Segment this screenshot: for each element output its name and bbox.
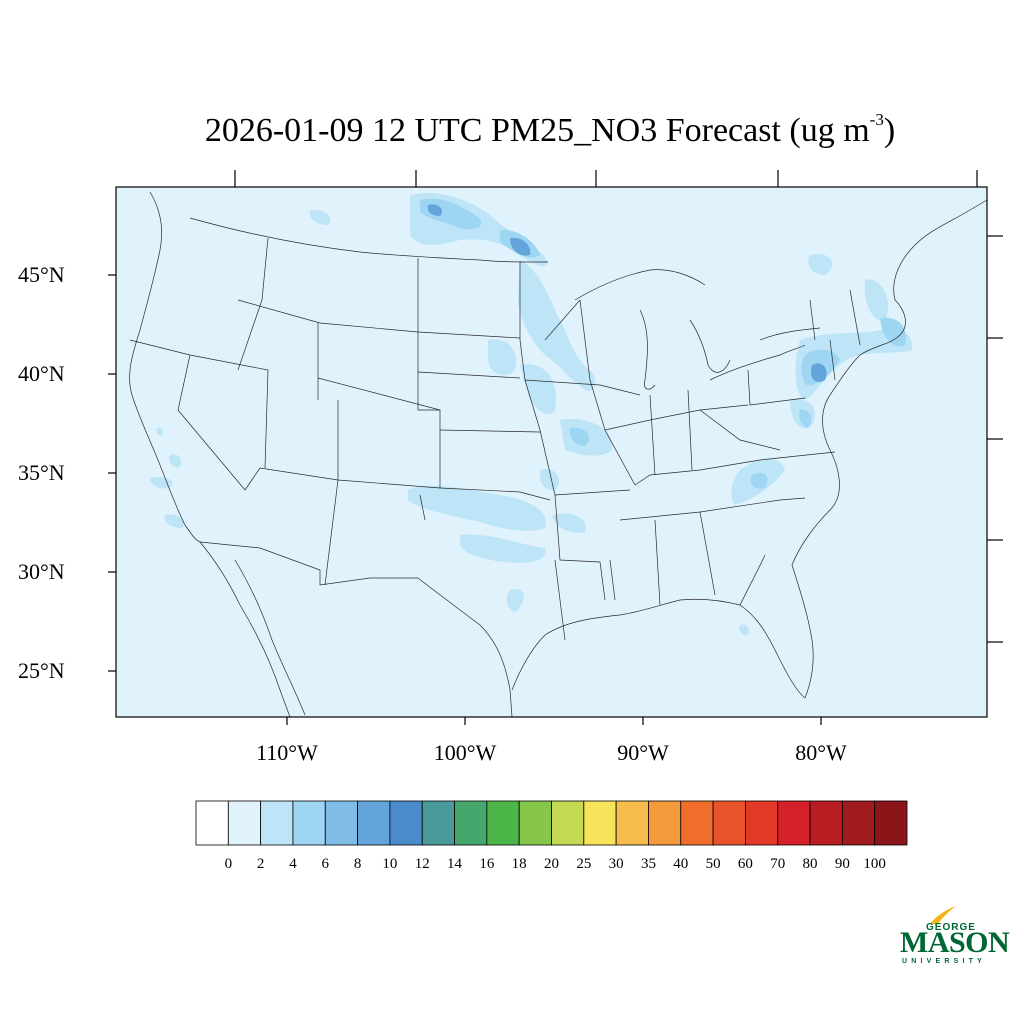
lat-label-35n: 35°N — [18, 460, 65, 485]
colorbar-box — [421, 800, 455, 846]
colorbar-level-label: 8 — [353, 856, 362, 872]
colorbar-level-label: 30 — [608, 856, 624, 872]
lon-label-100w: 100°W — [433, 740, 497, 765]
colorbar-box — [454, 800, 488, 846]
colorbar-level-label: 16 — [479, 856, 495, 872]
colorbar-level-label: 100 — [863, 856, 886, 872]
colorbar-level-label: 14 — [447, 856, 463, 872]
colorbar-level-label: 6 — [321, 856, 330, 872]
logo-swoosh-icon — [930, 906, 956, 924]
colorbar-box — [260, 800, 294, 846]
colorbar-box — [227, 800, 262, 846]
lon-label-80w: 80°W — [795, 740, 847, 765]
colorbar-level-label: 18 — [511, 856, 527, 872]
colorbar-box — [841, 800, 876, 846]
colorbar-level-label: 90 — [834, 856, 850, 872]
colorbar-box — [874, 800, 908, 846]
colorbar-box — [195, 800, 229, 846]
colorbar-box — [292, 800, 326, 846]
colorbar-level-label: 35 — [640, 856, 656, 872]
map-background — [116, 187, 987, 717]
colorbar-box — [389, 800, 423, 846]
map-ticks — [108, 170, 1003, 725]
colorbar-box — [518, 800, 552, 846]
title-exponent: -3 — [869, 110, 884, 129]
colorbar-level-label: 0 — [224, 856, 233, 872]
lat-label-40n: 40°N — [18, 361, 65, 386]
map-frame — [115, 186, 988, 718]
colorbar — [195, 800, 908, 846]
lon-label-90w: 90°W — [617, 740, 669, 765]
colorbar-level-label: 25 — [576, 856, 592, 872]
plot-title: 2026-01-09 12 UTC PM25_NO3 Forecast (ug … — [0, 110, 1024, 150]
colorbar-level-label: 2 — [256, 856, 265, 872]
colorbar-level-label: 10 — [382, 856, 398, 872]
colorbar-level-label: 80 — [802, 856, 818, 872]
concentration-field — [150, 192, 913, 636]
title-close: ) — [883, 112, 896, 149]
gmu-logo: GEORGE MASON UNIVERSITY — [898, 900, 1010, 970]
colorbar-box — [615, 800, 649, 846]
map-boundaries — [129, 191, 987, 717]
title-text: 2026-01-09 12 UTC PM25_NO3 Forecast (ug … — [204, 112, 870, 149]
colorbar-box — [324, 800, 358, 846]
lat-label-30n: 30°N — [18, 559, 65, 584]
lat-label-45n: 45°N — [18, 262, 65, 287]
colorbar-level-label: 4 — [289, 856, 297, 872]
colorbar-box — [551, 800, 585, 846]
colorbar-level-label: 20 — [544, 856, 559, 872]
colorbar-box — [777, 800, 811, 846]
colorbar-box — [583, 800, 617, 846]
colorbar-box — [809, 800, 843, 846]
logo-mason: MASON — [900, 926, 1010, 959]
colorbar-level-label: 40 — [673, 856, 689, 872]
lon-label-110w: 110°W — [256, 740, 318, 765]
colorbar-box — [680, 800, 714, 846]
colorbar-box — [648, 800, 682, 846]
colorbar-box — [357, 800, 391, 846]
colorbar-level-label: 12 — [414, 856, 430, 872]
colorbar-box — [712, 800, 746, 846]
colorbar-box — [745, 800, 779, 846]
colorbar-box — [486, 800, 520, 846]
colorbar-level-label: 60 — [737, 856, 753, 872]
lat-label-25n: 25°N — [18, 658, 65, 683]
colorbar-level-label: 70 — [770, 856, 786, 872]
logo-university: UNIVERSITY — [902, 958, 987, 965]
logo-george: GEORGE — [926, 922, 976, 933]
colorbar-level-label: 50 — [705, 856, 721, 872]
